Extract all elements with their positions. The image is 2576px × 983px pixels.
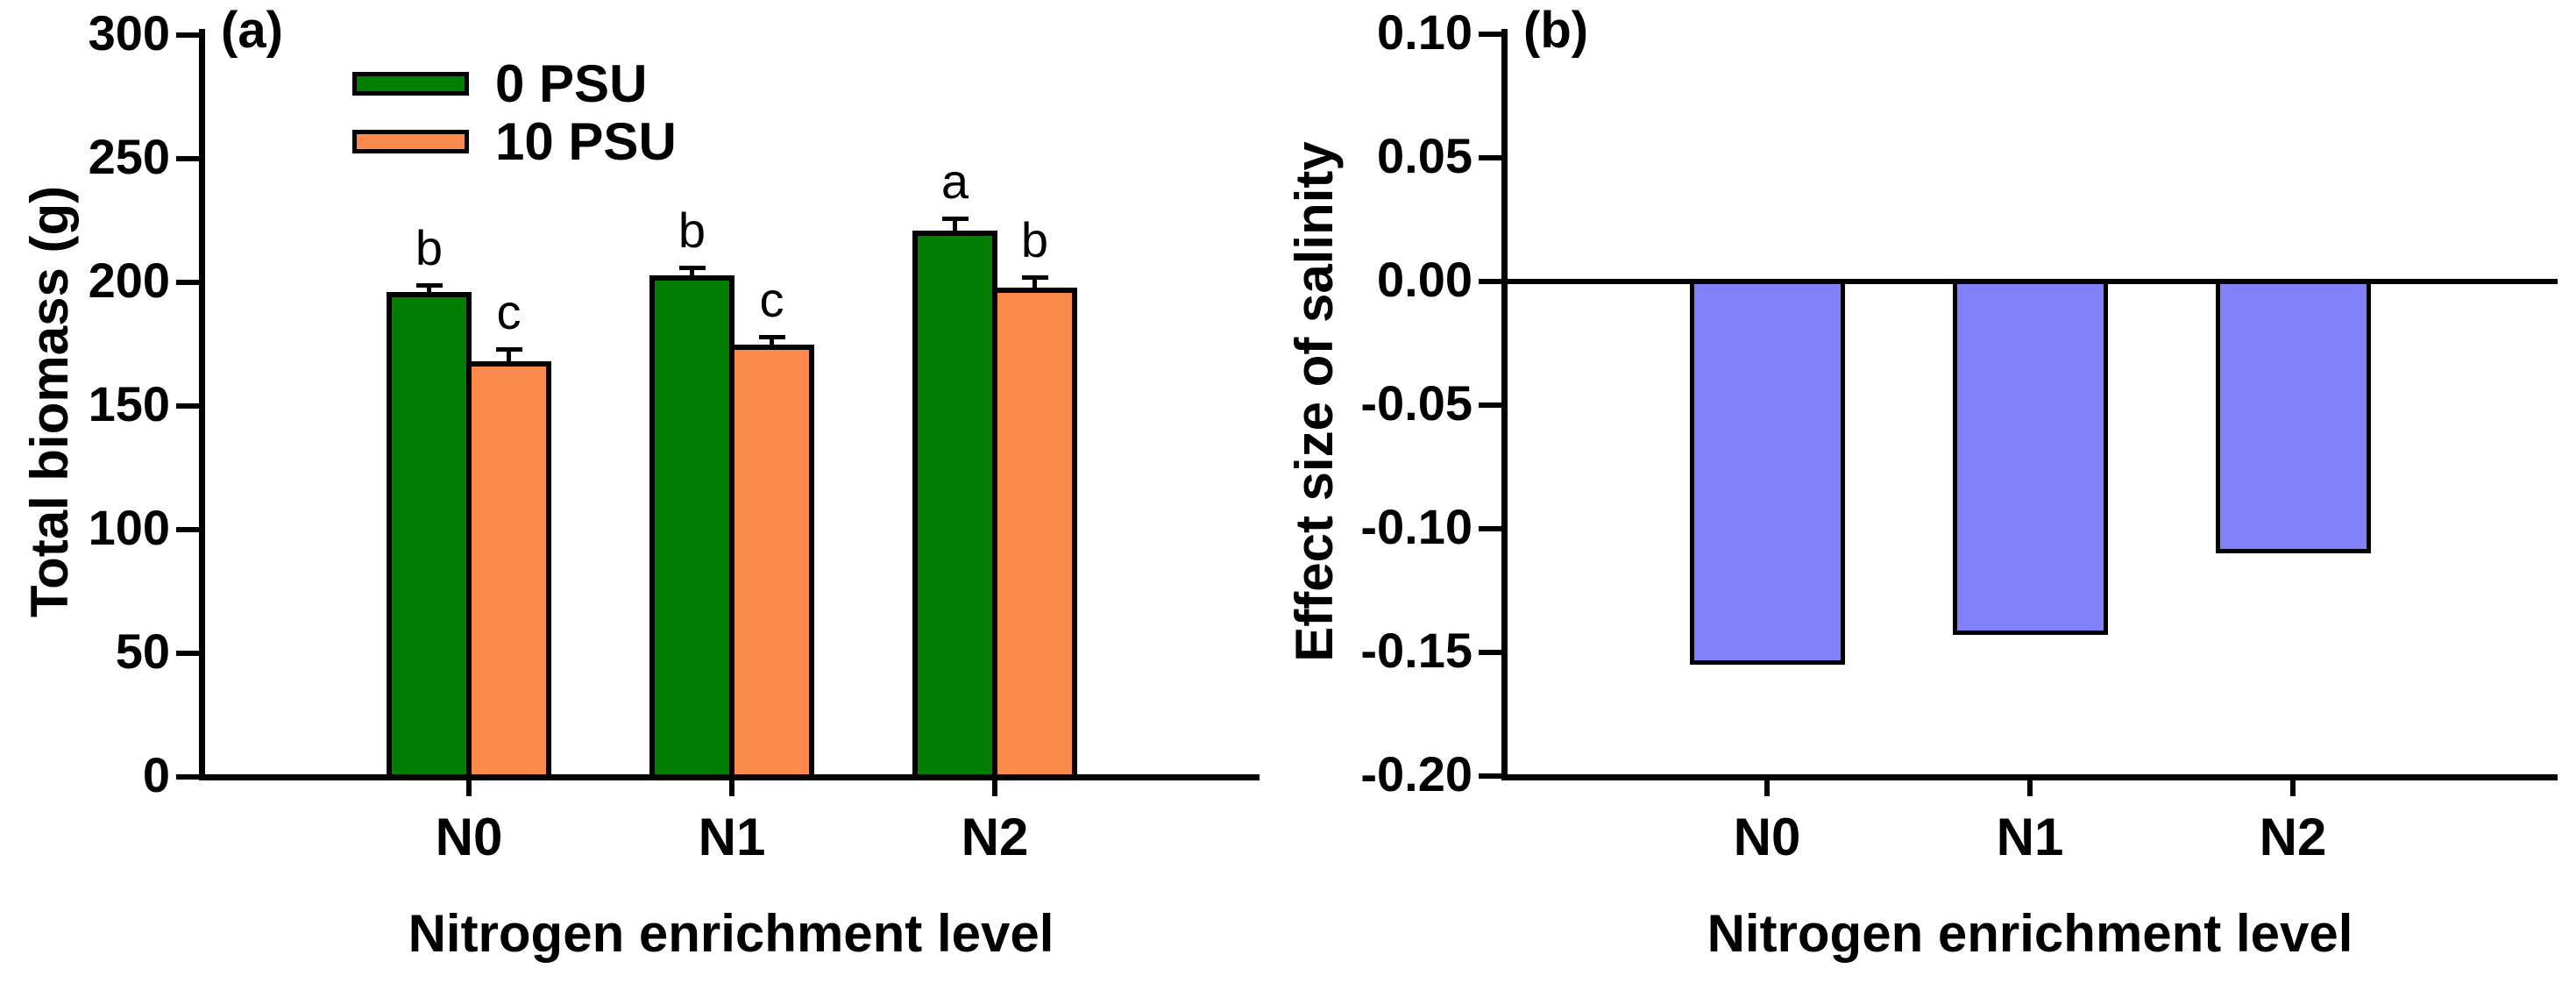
y-axis-tick	[1479, 155, 1501, 160]
error-bar-whisker	[1033, 277, 1037, 295]
error-bar-cap	[678, 266, 706, 271]
error-bar-cap	[415, 282, 443, 288]
zero-line	[1502, 279, 2558, 284]
x-axis-category-label: N1	[1996, 808, 2064, 866]
error-bar-whisker	[427, 284, 431, 300]
x-axis-category-label: N1	[698, 808, 766, 866]
y-axis-tick	[176, 403, 199, 409]
y-axis-tick-label: 0.00	[1377, 252, 1473, 307]
y-axis-tick-label: -0.10	[1360, 499, 1473, 554]
significance-letter: b	[415, 219, 444, 275]
y-axis-tick	[176, 32, 199, 38]
significance-letter: b	[678, 203, 706, 259]
y-axis-tick-label: 0.10	[1377, 4, 1473, 60]
y-axis-tick-label: -0.15	[1360, 623, 1473, 678]
y-axis-tick	[176, 774, 199, 780]
x-axis-tick	[466, 780, 472, 796]
panel-label: (b)	[1523, 2, 1589, 59]
y-axis-tick-label: 0.05	[1377, 128, 1473, 183]
error-bar-whisker	[690, 267, 694, 282]
y-axis-tick	[176, 527, 199, 532]
error-bar-whisker	[507, 349, 511, 369]
error-bar-cap	[941, 216, 969, 221]
bar-N1-series0	[1953, 279, 2108, 636]
bar-N1-series1	[729, 344, 814, 780]
y-axis-tick	[176, 280, 199, 285]
y-axis-tick-label: 50	[115, 623, 170, 679]
legend-swatch-0	[352, 72, 469, 96]
y-axis-tick	[1479, 650, 1501, 655]
bar-N2-series0	[912, 230, 997, 780]
x-axis-title: Nitrogen enrichment level	[1707, 904, 2353, 963]
legend-swatch-1	[352, 130, 469, 153]
legend-label-0: 0 PSU	[495, 53, 648, 113]
y-axis-tick	[1479, 526, 1501, 531]
legend-label-1: 10 PSU	[495, 111, 677, 171]
bar-N1-series0	[649, 274, 734, 780]
y-axis-tick-label: 0	[142, 747, 170, 802]
y-axis-tick	[1479, 402, 1501, 408]
x-axis-line	[199, 774, 1260, 780]
error-bar-whisker	[953, 217, 957, 238]
x-axis-category-label: N0	[435, 808, 503, 866]
y-axis-tick-label: -0.20	[1360, 746, 1473, 801]
x-axis-category-label: N2	[2259, 808, 2327, 866]
bar-N0-series1	[466, 361, 551, 780]
y-axis-tick	[1479, 279, 1501, 284]
error-bar-cap	[495, 347, 522, 353]
bar-N2-series0	[2216, 279, 2371, 554]
x-axis-line	[1501, 774, 2558, 780]
y-axis-tick-label: 150	[88, 376, 170, 431]
y-axis-line	[1501, 29, 1508, 780]
error-bar-whisker	[770, 337, 774, 352]
y-axis-tick-label: 300	[88, 5, 170, 61]
y-axis-tick-label: 100	[88, 500, 170, 555]
y-axis-title: Total biomass (g)	[20, 185, 79, 618]
bar-N0-series0	[387, 292, 472, 780]
y-axis-tick-label: 200	[88, 253, 170, 308]
x-axis-category-label: N2	[961, 808, 1029, 866]
y-axis-tick-label: 250	[88, 129, 170, 184]
y-axis-title: Effect size of salinity	[1285, 141, 1344, 662]
x-axis-tick	[729, 780, 734, 796]
y-axis-tick	[1479, 32, 1501, 37]
y-axis-line	[199, 29, 205, 780]
significance-letter: b	[1020, 212, 1049, 268]
x-axis-title: Nitrogen enrichment level	[408, 904, 1054, 963]
significance-letter: c	[759, 272, 784, 328]
error-bar-cap	[758, 335, 785, 340]
x-axis-category-label: N0	[1733, 808, 1801, 866]
bar-N2-series1	[992, 287, 1077, 780]
bar-N0-series0	[1690, 279, 1845, 666]
y-axis-tick	[1479, 773, 1501, 779]
x-axis-tick	[1764, 780, 1770, 796]
x-axis-tick	[992, 780, 997, 796]
significance-letter: a	[940, 153, 969, 209]
error-bar-cap	[1021, 275, 1048, 281]
panel-label: (a)	[221, 2, 283, 59]
significance-letter: c	[496, 284, 522, 340]
x-axis-tick	[2027, 780, 2033, 796]
x-axis-tick	[2290, 780, 2296, 796]
y-axis-tick	[176, 156, 199, 161]
y-axis-tick-label: -0.05	[1360, 375, 1473, 431]
y-axis-tick	[176, 651, 199, 656]
